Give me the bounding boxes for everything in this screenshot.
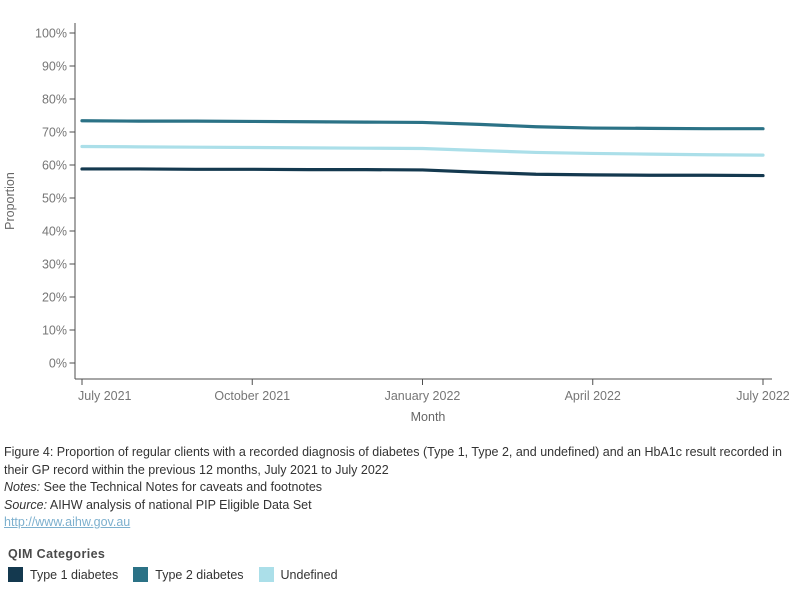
- y-tick-label: 90%: [42, 59, 67, 73]
- y-tick-label: 80%: [42, 92, 67, 106]
- legend-item-type-2-diabetes[interactable]: Type 2 diabetes: [133, 567, 244, 582]
- diabetes-hba1c-line-chart: 0% 10% 20% 30% 40% 50% 60% 70% 80% 90% 100% July 20…: [3, 23, 790, 424]
- source-link[interactable]: http://www.aihw.gov.au: [4, 515, 131, 530]
- x-axis-title: Month: [411, 410, 446, 424]
- figure-notes: Notes: See the Technical Notes for cavea…: [4, 479, 796, 497]
- type-2-diabetes-swatch-icon: [133, 567, 149, 582]
- y-tick-label: 60%: [42, 158, 67, 172]
- undefined-swatch-icon: [258, 567, 274, 582]
- y-tick-label: 70%: [42, 125, 67, 139]
- x-tick-label: April 2022: [565, 389, 621, 403]
- x-tick-label: July 2022: [736, 389, 790, 403]
- series-line-undefined: [80, 144, 765, 157]
- legend-label-type-1: Type 1 diabetes: [30, 567, 119, 582]
- series-line-type-1-diabetes: [80, 167, 765, 178]
- legend-items: Type 1 diabetes Type 2 diabetes Undefine…: [8, 567, 338, 582]
- y-tick-label: 50%: [42, 191, 67, 205]
- legend-title: QIM Categories: [8, 547, 106, 561]
- source-text: AIHW analysis of national PIP Eligible D…: [47, 497, 312, 512]
- notes-text: See the Technical Notes for caveats and …: [40, 480, 323, 495]
- legend-item-type-1-diabetes[interactable]: Type 1 diabetes: [8, 567, 118, 582]
- y-tick-label: 20%: [42, 290, 67, 304]
- notes-label: Notes:: [4, 480, 41, 495]
- y-tick-label: 100%: [35, 26, 67, 40]
- x-tick-label: January 2022: [385, 389, 461, 403]
- legend-label-type-2: Type 2 diabetes: [155, 567, 244, 582]
- y-tick-label: 10%: [42, 323, 67, 337]
- y-tick-label: 30%: [42, 257, 67, 271]
- x-tick-label: July 2021: [78, 389, 132, 403]
- y-tick-label: 0%: [49, 356, 67, 370]
- type-1-diabetes-swatch-icon: [8, 567, 23, 582]
- source-label: Source:: [4, 497, 48, 512]
- x-tick-label: October 2021: [214, 389, 290, 403]
- y-tick-label: 40%: [42, 224, 67, 238]
- series-line-type-2-diabetes: [80, 119, 765, 131]
- legend-label-undefined: Undefined: [280, 567, 338, 582]
- figure-caption: Figure 4: Proportion of regular clients …: [4, 445, 783, 477]
- legend-item-undefined[interactable]: Undefined: [258, 567, 338, 582]
- caption-block: Figure 4: Proportion of regular clients …: [4, 444, 796, 532]
- y-axis-title: Proportion: [3, 172, 17, 230]
- qim-categories-legend: QIM Categories Type 1 diabetes Type 2 di…: [8, 547, 338, 582]
- figure-source: Source: AIHW analysis of national PIP El…: [4, 497, 796, 515]
